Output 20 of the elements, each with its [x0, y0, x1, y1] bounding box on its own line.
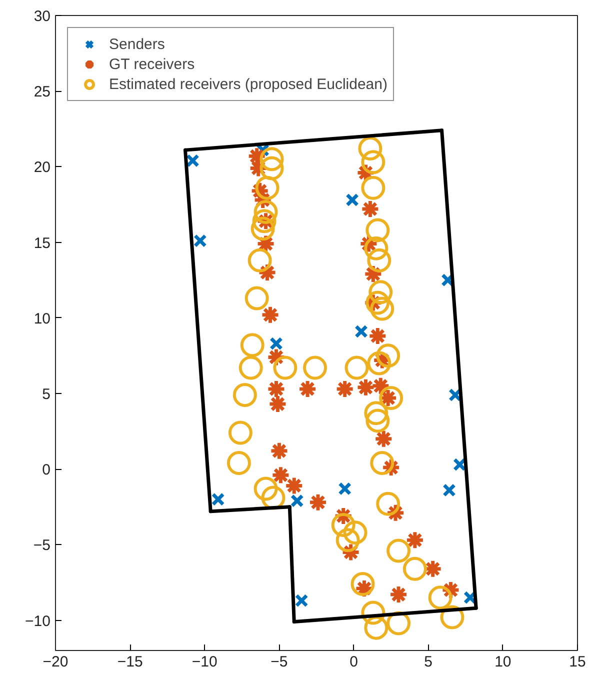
x-tick-label: −10 — [192, 654, 218, 670]
x-tick-label: 10 — [494, 654, 512, 670]
y-tick-label: 20 — [34, 159, 51, 176]
x-tick-label: −20 — [42, 654, 68, 670]
y-tick-label: 10 — [34, 310, 51, 328]
y-tick-label: 25 — [34, 84, 51, 101]
y-tick-label: 30 — [34, 8, 51, 25]
y-tick-label: −10 — [25, 612, 51, 630]
y-tick-label: −5 — [33, 537, 51, 554]
legend-label: Estimated receivers (proposed Euclidean) — [109, 75, 388, 93]
y-tick-label: 0 — [42, 462, 50, 479]
x-tick-label: 0 — [350, 654, 358, 670]
x-tick-label: −15 — [117, 654, 143, 670]
x-tick-label: 15 — [569, 654, 586, 670]
legend-label: GT receivers — [109, 55, 195, 73]
y-tick-label: 15 — [34, 234, 51, 252]
y-tick-label: 5 — [42, 386, 50, 403]
x-tick-label: −5 — [270, 654, 288, 670]
legend-label: Senders — [109, 35, 165, 53]
x-tick-label: 5 — [424, 654, 433, 670]
